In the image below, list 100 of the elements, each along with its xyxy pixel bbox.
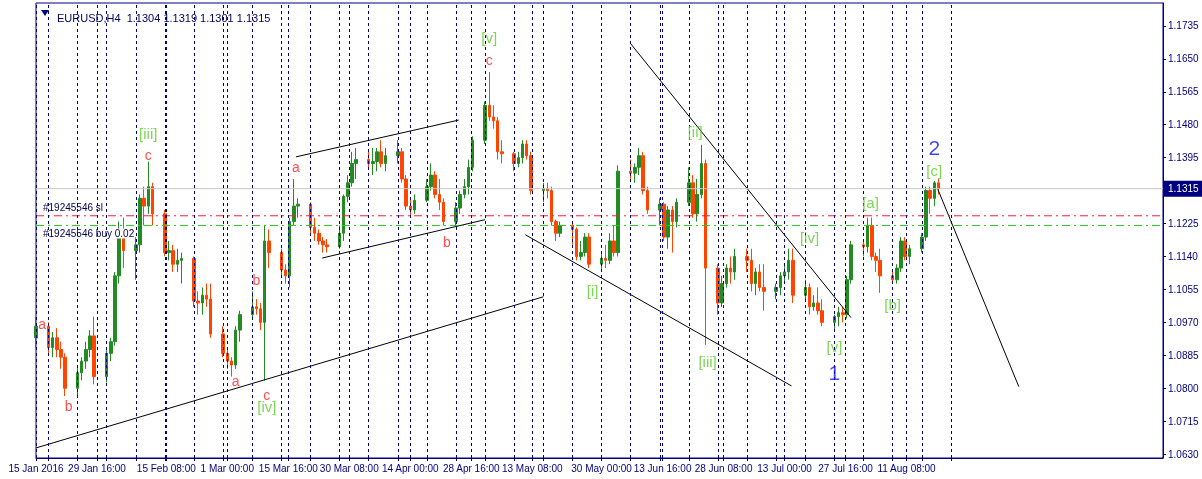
- candlestick: [147, 161, 150, 215]
- candlestick: [616, 164, 620, 257]
- candlestick: [671, 205, 674, 254]
- annotation: [v]: [826, 338, 843, 356]
- annotation: b: [443, 233, 452, 250]
- x-tick-label: 13 Jul 00:00: [757, 462, 813, 474]
- candlestick: [209, 283, 212, 339]
- x-tick-label: 15 Feb 08:00: [136, 462, 197, 474]
- candlestick: [587, 232, 591, 269]
- candlestick: [521, 139, 524, 164]
- candlestick: [866, 217, 869, 254]
- candlestick: [666, 205, 670, 250]
- candlestick: [725, 263, 728, 288]
- candlestick: [371, 147, 375, 176]
- annotation: [a]: [862, 194, 879, 212]
- candlestick: [841, 306, 845, 323]
- candlestick: [908, 244, 911, 265]
- y-tick-label: 1.1395: [1168, 152, 1200, 164]
- candlestick: [34, 316, 38, 349]
- annotation: [iv]: [799, 229, 820, 247]
- candlestick: [201, 286, 204, 316]
- candlestick: [812, 294, 815, 312]
- x-tick-label: 29 Jan 16:00: [68, 462, 127, 474]
- candlestick: [704, 159, 707, 346]
- candlestick: [691, 174, 695, 219]
- candlestick: [804, 279, 807, 300]
- candlestick: [558, 221, 562, 238]
- annotation: [b]: [884, 296, 902, 314]
- x-tick-label: 30 May 00:00: [571, 462, 633, 474]
- candlestick: [51, 331, 54, 358]
- annotation: c: [263, 386, 271, 403]
- candlestick: [251, 290, 254, 319]
- candlestick: [662, 201, 666, 242]
- candlestick: [675, 197, 678, 228]
- candlestick: [583, 232, 587, 257]
- candlestick: [733, 248, 736, 281]
- x-tick-label: 28 Jun 08:00: [694, 462, 753, 474]
- y-tick-label: 1.1225: [1168, 218, 1200, 230]
- annotation: c: [485, 51, 493, 68]
- candlestick: [471, 135, 474, 172]
- candlestick: [837, 306, 840, 327]
- candlestick: [384, 147, 387, 172]
- candlestick: [903, 236, 907, 261]
- candlestick: [171, 244, 175, 273]
- x-tick-label: 13 May 08:00: [501, 462, 563, 474]
- candlestick: [167, 240, 171, 261]
- candlestick: [467, 159, 470, 195]
- text: EURUSD,H4 1.1304 1.1319 1.1301 1.1315: [57, 11, 271, 24]
- annotation: 2: [928, 136, 941, 160]
- candlestick: [379, 139, 383, 168]
- candlestick: [629, 159, 632, 180]
- y-tick-label: 1.1565: [1168, 86, 1200, 98]
- x-tick-label: 28 Apr 16:00: [442, 462, 501, 474]
- x-tick-label: 27 Jul 16:00: [818, 462, 874, 474]
- candlestick: [687, 166, 691, 207]
- y-tick-label: 1.1140: [1168, 250, 1199, 262]
- x-tick-label: 15 Jan 2016: [8, 462, 64, 474]
- y-tick-label: 1.0800: [1168, 382, 1200, 394]
- ref-line-label: #19245546 buy 0.02: [43, 227, 135, 239]
- candlestick: [92, 316, 96, 385]
- x-tick-label: 30 Mar 08:00: [319, 462, 380, 474]
- candlestick: [716, 263, 720, 316]
- candlestick: [878, 248, 882, 294]
- ref-line-label: 1.1315: [1168, 183, 1200, 195]
- y-tick-label: 1.1735: [1168, 20, 1200, 32]
- annotation: [i]: [586, 282, 599, 300]
- y-tick-label: 1.0885: [1168, 349, 1200, 361]
- candlestick: [754, 267, 757, 296]
- candlestick: [483, 100, 487, 145]
- candlestick: [658, 197, 662, 226]
- candlestick: [367, 151, 370, 168]
- candlestick: [933, 180, 936, 207]
- candlestick: [862, 240, 865, 257]
- annotation: c: [144, 146, 152, 163]
- candlestick: [396, 139, 400, 164]
- candlestick: [413, 193, 416, 215]
- candlestick: [808, 283, 811, 316]
- candlestick: [142, 186, 146, 226]
- x-tick-label: 1 Mar 00:00: [200, 462, 255, 474]
- candlestick: [604, 244, 607, 269]
- candlestick: [180, 252, 183, 285]
- candlestick: [729, 255, 732, 285]
- candlestick: [928, 186, 932, 215]
- annotation: a: [38, 316, 47, 333]
- annotation: [ii]: [687, 123, 703, 141]
- y-tick-label: 1.0970: [1168, 316, 1200, 328]
- annotation: 1: [828, 361, 841, 385]
- y-tick-label: 1.1650: [1168, 53, 1200, 65]
- annotation: [c]: [926, 161, 943, 179]
- candlestick: [762, 263, 766, 312]
- annotation: a: [231, 372, 240, 389]
- annotation: [v]: [481, 29, 498, 47]
- candlestick: [575, 226, 578, 261]
- x-tick-label: 11 Aug 08:00: [877, 462, 937, 474]
- x-tick-label: 14 Apr 00:00: [381, 462, 440, 474]
- candlestick: [267, 228, 271, 269]
- y-tick-label: 1.0715: [1168, 415, 1200, 427]
- y-tick-label: 1.0630: [1168, 448, 1200, 460]
- annotation: b: [64, 397, 73, 414]
- candlestick: [375, 147, 379, 172]
